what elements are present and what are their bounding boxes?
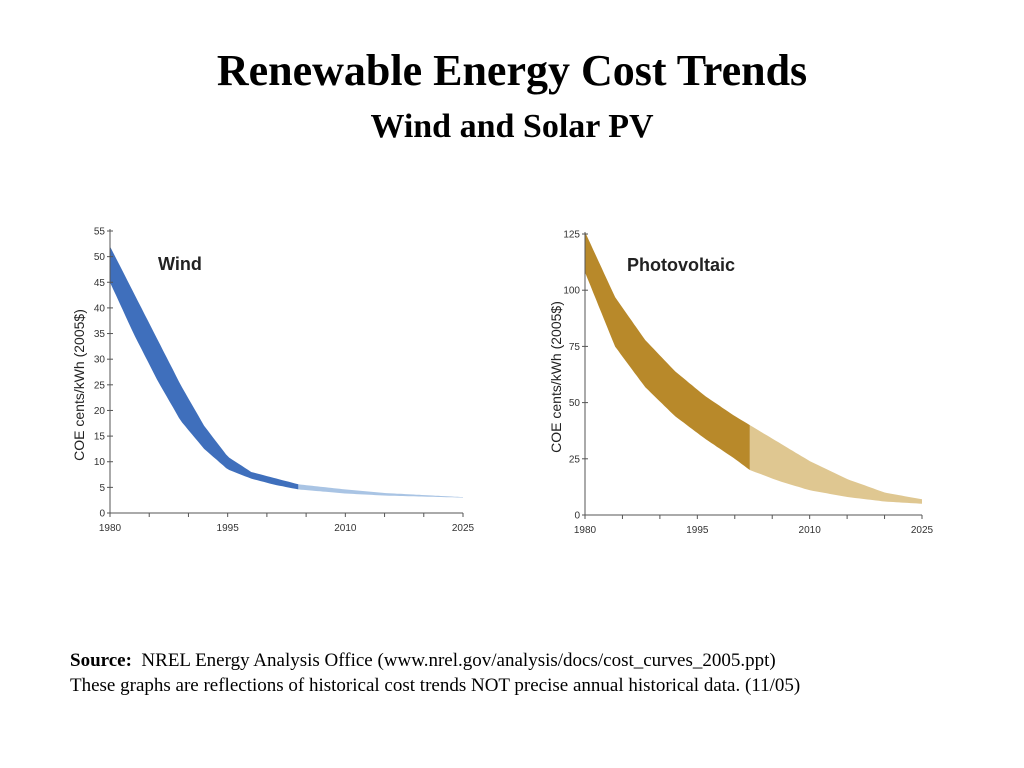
pv-projected-band (749, 425, 922, 504)
pv-y-tick-label: 50 (569, 398, 581, 409)
disclaimer-note: These graphs are reflections of historic… (70, 675, 801, 696)
wind-y-tick-label: 20 (94, 406, 106, 417)
wind-x-tick-label: 2010 (334, 523, 357, 534)
pv-y-tick-label: 0 (574, 511, 580, 522)
wind-x-tick-label: 1995 (217, 523, 240, 534)
pv-historical-band (585, 231, 750, 470)
wind-y-tick-label: 0 (99, 509, 105, 520)
source-label: Source: (70, 650, 132, 671)
wind-y-tick-label: 40 (94, 303, 106, 314)
pv-x-tick-label: 2025 (911, 525, 934, 536)
pv-y-tick-label: 100 (563, 286, 580, 297)
wind-x-tick-label: 2025 (452, 523, 475, 534)
wind-y-tick-label: 55 (94, 227, 106, 238)
source-footer: Source: NREL Energy Analysis Office (www… (70, 648, 970, 698)
wind-chart-title: Wind (158, 254, 202, 274)
page-title: Renewable Energy Cost Trends (216, 46, 808, 95)
pv-y-tick-label: 75 (569, 342, 581, 353)
source-text: NREL Energy Analysis Office (www.nrel.go… (131, 650, 776, 671)
wind-y-tick-label: 35 (94, 329, 106, 340)
wind-historical-band (110, 246, 299, 490)
wind-chart: Wind COE cents/kWh (2005$) 0510152025303… (71, 227, 475, 535)
pv-x-tick-label: 2010 (799, 525, 822, 536)
pv-x-tick-label: 1980 (574, 525, 597, 536)
wind-projected-band (298, 484, 463, 498)
pv-x-tick-label: 1995 (686, 525, 709, 536)
wind-y-tick-label: 50 (94, 252, 106, 263)
wind-y-tick-label: 5 (99, 483, 105, 494)
wind-y-tick-label: 10 (94, 457, 106, 468)
pv-y-tick-label: 25 (569, 454, 581, 465)
source-line: Source: NREL Energy Analysis Office (www… (70, 648, 970, 673)
pv-chart: Photovoltaic COE cents/kWh (2005$) 0 25 50… (548, 230, 934, 537)
wind-y-tick-label: 30 (94, 355, 106, 366)
wind-y-axis-title: COE cents/kWh (2005$) (71, 309, 87, 461)
pv-y-tick-label: 125 (563, 230, 580, 241)
wind-x-tick-label: 1980 (99, 523, 122, 534)
wind-y-tick-label: 25 (94, 380, 106, 391)
pv-chart-title: Photovoltaic (627, 255, 735, 275)
pv-y-axis-title: COE cents/kWh (2005$) (548, 301, 564, 453)
wind-y-tick-label: 15 (94, 432, 106, 443)
wind-y-tick-label: 45 (94, 278, 106, 289)
page-subtitle: Wind and Solar PV (370, 108, 654, 145)
